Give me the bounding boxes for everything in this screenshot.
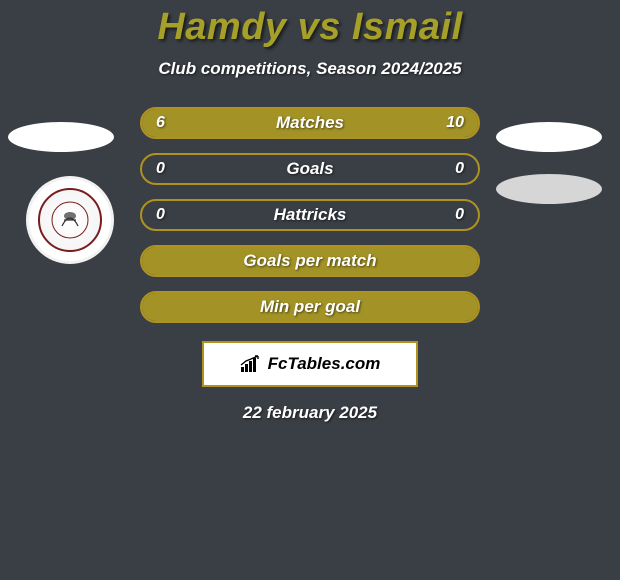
player-left-ellipse xyxy=(8,122,114,152)
stat-label: Min per goal xyxy=(260,297,360,317)
brand-text: FcTables.com xyxy=(268,354,381,374)
club-crest-icon xyxy=(50,200,90,240)
club-badge-inner xyxy=(38,188,102,252)
brand-box: FcTables.com xyxy=(202,341,418,387)
content: Hamdy vs Ismail Club competitions, Seaso… xyxy=(0,0,620,580)
stat-row: Goals per match xyxy=(140,245,480,277)
player-right-ellipse-2 xyxy=(496,174,602,204)
page-title: Hamdy vs Ismail xyxy=(0,0,620,49)
stat-row: Matches 6 10 xyxy=(140,107,480,139)
chart-icon xyxy=(240,355,262,373)
stat-label: Goals xyxy=(286,159,333,179)
stat-row: Goals 0 0 xyxy=(140,153,480,185)
stat-row: Min per goal xyxy=(140,291,480,323)
subtitle: Club competitions, Season 2024/2025 xyxy=(0,59,620,79)
date-text: 22 february 2025 xyxy=(0,403,620,423)
stat-label: Hattricks xyxy=(274,205,347,225)
stat-row: Hattricks 0 0 xyxy=(140,199,480,231)
stat-value-left: 6 xyxy=(156,114,165,132)
stat-value-right: 0 xyxy=(455,160,464,178)
stat-label: Matches xyxy=(276,113,344,133)
stat-value-left: 0 xyxy=(156,160,165,178)
player-right-ellipse xyxy=(496,122,602,152)
stat-value-right: 0 xyxy=(455,206,464,224)
stat-value-right: 10 xyxy=(446,114,464,132)
club-badge xyxy=(26,176,114,264)
stat-value-left: 0 xyxy=(156,206,165,224)
stat-label: Goals per match xyxy=(243,251,376,271)
